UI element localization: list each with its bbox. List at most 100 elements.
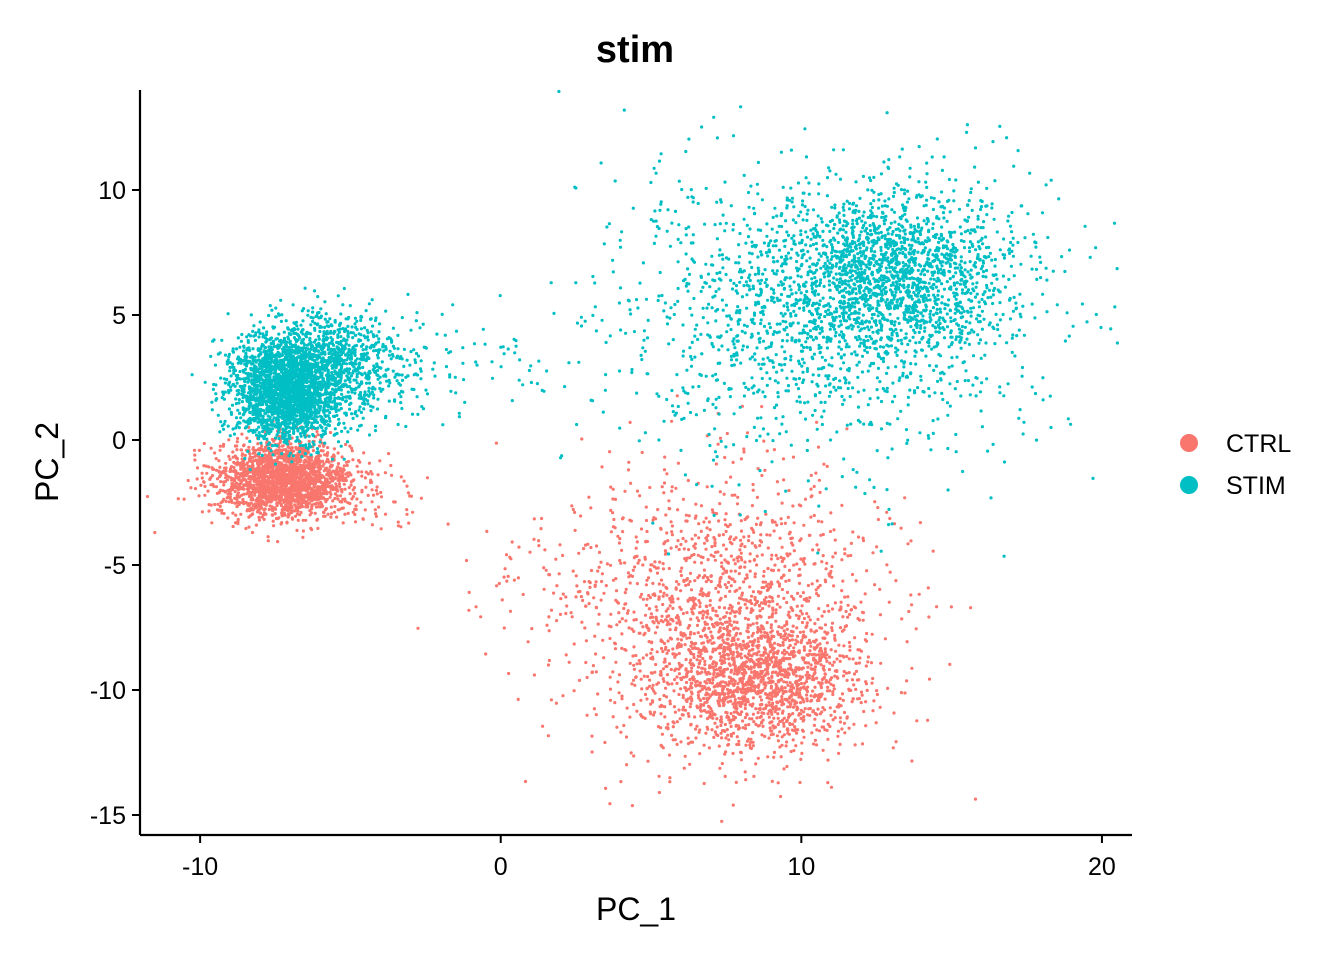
data-point bbox=[909, 593, 913, 597]
data-point bbox=[311, 480, 315, 484]
data-point bbox=[332, 447, 336, 451]
data-point bbox=[715, 614, 720, 618]
data-point bbox=[328, 430, 333, 435]
data-point bbox=[633, 565, 637, 569]
data-point bbox=[814, 629, 819, 633]
data-point bbox=[182, 497, 186, 501]
data-point bbox=[670, 524, 675, 528]
data-point bbox=[711, 676, 715, 680]
data-point bbox=[720, 819, 724, 824]
data-point bbox=[782, 733, 786, 737]
data-point bbox=[270, 437, 274, 441]
data-point bbox=[682, 579, 686, 584]
data-point bbox=[767, 599, 771, 604]
data-point bbox=[812, 484, 816, 489]
data-point bbox=[641, 563, 645, 567]
data-point bbox=[856, 535, 861, 539]
data-point bbox=[338, 494, 343, 498]
data-point bbox=[745, 681, 749, 685]
data-point bbox=[696, 576, 700, 580]
data-point bbox=[720, 561, 724, 565]
data-point bbox=[645, 597, 649, 601]
data-point bbox=[755, 554, 759, 558]
data-point bbox=[242, 463, 246, 468]
data-point bbox=[673, 710, 678, 714]
data-point bbox=[705, 575, 710, 580]
data-point bbox=[812, 656, 816, 660]
data-point bbox=[758, 707, 762, 711]
data-point bbox=[814, 653, 818, 657]
data-point bbox=[727, 662, 731, 666]
data-point bbox=[723, 518, 727, 522]
data-point bbox=[767, 700, 771, 705]
data-point bbox=[812, 723, 817, 728]
data-point bbox=[737, 669, 741, 673]
data-point bbox=[234, 473, 238, 477]
data-point bbox=[831, 692, 835, 697]
data-point bbox=[313, 511, 317, 515]
data-point bbox=[269, 456, 273, 460]
data-point bbox=[677, 582, 681, 586]
data-point bbox=[814, 743, 819, 747]
data-point bbox=[670, 485, 674, 489]
data-point bbox=[346, 474, 350, 478]
data-point bbox=[667, 614, 671, 618]
data-point bbox=[743, 716, 748, 720]
data-point bbox=[307, 474, 311, 478]
data-point bbox=[802, 685, 806, 689]
data-point bbox=[251, 498, 255, 502]
data-point bbox=[291, 498, 295, 502]
data-point bbox=[643, 555, 647, 560]
data-point bbox=[702, 568, 707, 572]
data-point bbox=[949, 605, 954, 609]
data-point bbox=[346, 471, 350, 475]
data-point bbox=[866, 660, 870, 664]
data-point bbox=[795, 626, 799, 630]
data-point bbox=[727, 580, 731, 585]
data-point bbox=[785, 620, 789, 624]
data-point bbox=[794, 638, 798, 642]
data-point bbox=[686, 736, 690, 740]
data-point bbox=[247, 495, 252, 499]
data-point bbox=[724, 710, 728, 715]
data-point bbox=[725, 627, 729, 631]
data-point bbox=[237, 477, 241, 482]
data-point bbox=[770, 518, 775, 523]
data-point bbox=[276, 461, 281, 465]
data-point bbox=[712, 685, 716, 689]
data-point bbox=[241, 501, 245, 505]
data-point bbox=[836, 729, 841, 733]
data-point bbox=[674, 486, 678, 490]
data-point bbox=[768, 703, 772, 707]
data-point bbox=[601, 638, 605, 642]
data-point bbox=[252, 483, 256, 487]
data-point bbox=[836, 734, 840, 738]
data-point bbox=[698, 681, 702, 685]
data-point bbox=[838, 716, 843, 720]
data-point bbox=[833, 638, 837, 642]
data-point bbox=[639, 698, 643, 702]
data-point bbox=[317, 490, 321, 494]
data-point bbox=[790, 684, 794, 688]
data-point bbox=[766, 693, 770, 697]
data-point bbox=[579, 514, 583, 518]
data-point bbox=[745, 573, 749, 577]
data-point bbox=[249, 475, 253, 479]
data-point bbox=[731, 803, 735, 807]
data-point bbox=[351, 495, 355, 499]
data-point bbox=[268, 482, 272, 486]
data-point bbox=[918, 521, 923, 525]
data-point bbox=[690, 537, 694, 541]
data-point bbox=[767, 715, 771, 719]
data-point bbox=[677, 708, 681, 712]
data-point bbox=[719, 575, 723, 579]
data-point bbox=[318, 460, 322, 464]
data-point bbox=[227, 438, 231, 442]
data-point bbox=[651, 581, 655, 586]
data-point bbox=[612, 517, 616, 522]
data-point bbox=[247, 486, 251, 490]
data-point bbox=[197, 448, 201, 452]
data-point bbox=[795, 634, 800, 639]
data-point bbox=[235, 463, 239, 467]
data-point bbox=[748, 552, 752, 556]
